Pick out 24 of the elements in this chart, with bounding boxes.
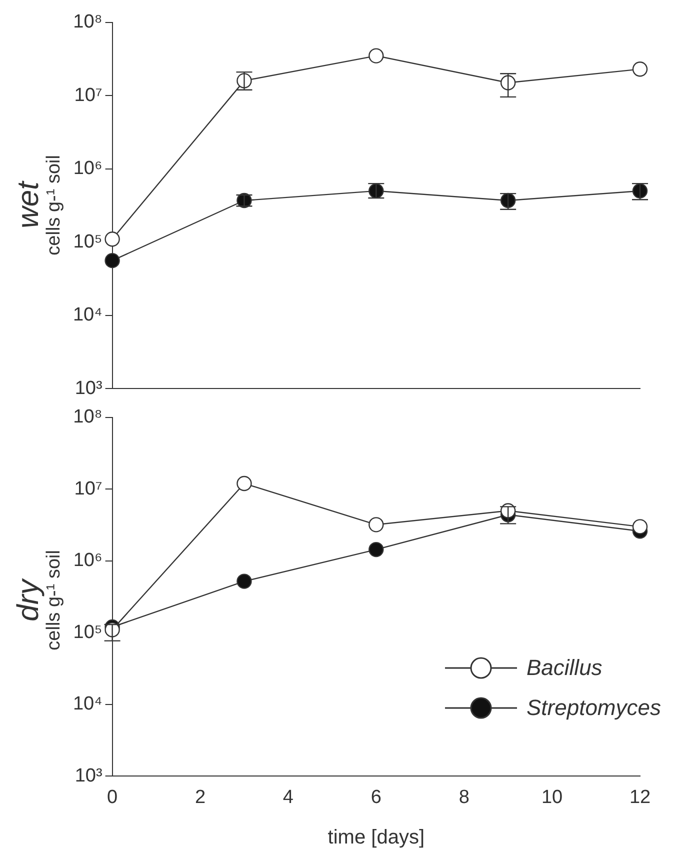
y-tick-label: 10⁵ bbox=[73, 231, 102, 252]
legend-label: Bacillus bbox=[526, 655, 602, 681]
y-axis-title: wet cells g-¹ soil bbox=[12, 155, 65, 256]
legend-label: Streptomyces bbox=[526, 695, 661, 721]
y-tick-label: 10⁸ bbox=[73, 406, 102, 428]
x-tick-label: 4 bbox=[282, 786, 294, 808]
x-tick-label: 2 bbox=[194, 786, 206, 808]
y-tick-label: 10⁴ bbox=[72, 694, 102, 715]
x-tick-label: 12 bbox=[629, 786, 651, 808]
y-tick-label: 10⁷ bbox=[74, 478, 102, 500]
y-tick-label: 10⁵ bbox=[73, 622, 102, 643]
y-tick-label: 10³ bbox=[74, 378, 102, 399]
y-tick-label: 10⁶ bbox=[73, 158, 102, 180]
y-tick-label: 10⁶ bbox=[73, 550, 102, 572]
x-tick-label: 0 bbox=[107, 786, 118, 808]
x-axis-title: time [days] bbox=[328, 826, 424, 849]
x-tick-label: 8 bbox=[458, 786, 470, 808]
x-tick-label: 6 bbox=[370, 786, 382, 808]
x-tick-label: 10 bbox=[541, 786, 563, 808]
y-tick-label: 10⁸ bbox=[73, 12, 102, 33]
y-axis-title: dry cells g-¹ soil bbox=[12, 550, 65, 651]
y-tick-label: 10³ bbox=[74, 765, 102, 786]
y-tick-label: 10⁷ bbox=[74, 84, 102, 106]
y-tick-label: 10⁴ bbox=[72, 304, 102, 326]
